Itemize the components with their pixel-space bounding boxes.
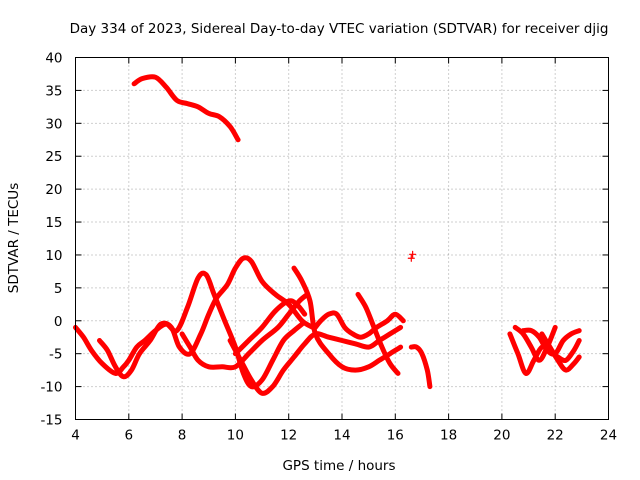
series-trace-8: [312, 310, 406, 340]
series-trace-15: [539, 331, 582, 373]
x-tick-label: 22: [547, 428, 564, 444]
y-tick-label: 25: [45, 149, 62, 165]
plot-frame: [75, 57, 609, 420]
series-trace-9: [355, 291, 401, 376]
series-trace-11: [408, 344, 433, 390]
y-tick-label: 35: [45, 83, 62, 99]
x-tick-label: 8: [178, 428, 187, 444]
data-traces: [73, 74, 582, 396]
x-tick-label: 10: [227, 428, 244, 444]
y-tick-label: 15: [45, 215, 62, 231]
series-trace-5: [227, 324, 404, 396]
x-tick-label: 18: [440, 428, 457, 444]
grid-lines: [75, 57, 609, 420]
x-tick-label: 16: [387, 428, 404, 444]
y-tick-label: 10: [45, 248, 62, 264]
y-tick-label: 0: [54, 314, 63, 330]
x-tick-label: 20: [493, 428, 510, 444]
series-trace-1: [131, 74, 241, 143]
series-trace-10-marker: [407, 254, 415, 262]
x-tick-label: 6: [125, 428, 134, 444]
series-trace-10-marker: [409, 250, 417, 258]
series-trace-7: [291, 265, 404, 373]
y-tick-label: 30: [45, 116, 62, 132]
chart-title: Day 334 of 2023, Sidereal Day-to-day VTE…: [70, 21, 609, 37]
x-tick-label: 12: [280, 428, 297, 444]
x-tick-label: 14: [333, 428, 350, 444]
x-axis-label: GPS time / hours: [282, 458, 395, 474]
y-tick-label: 40: [45, 51, 62, 67]
y-tick-label: -10: [40, 380, 62, 396]
series-trace-2: [73, 270, 305, 390]
y-tick-label: -5: [49, 347, 62, 363]
x-tick-label: 24: [600, 428, 617, 444]
x-tick-label: 4: [71, 428, 80, 444]
series-trace-6: [232, 298, 308, 357]
series-trace-3: [97, 255, 316, 380]
y-axis-label: SDTVAR / TECUs: [6, 183, 22, 293]
y-tick-label: 5: [54, 281, 63, 297]
axis-ticks: 4 6 8 10 12 14 16 18 20 22 24 -15 -10 -5 0 5 10 15 20 25 30 3…: [40, 51, 617, 444]
y-tick-label: -15: [40, 413, 62, 429]
y-tick-label: 20: [45, 182, 62, 198]
